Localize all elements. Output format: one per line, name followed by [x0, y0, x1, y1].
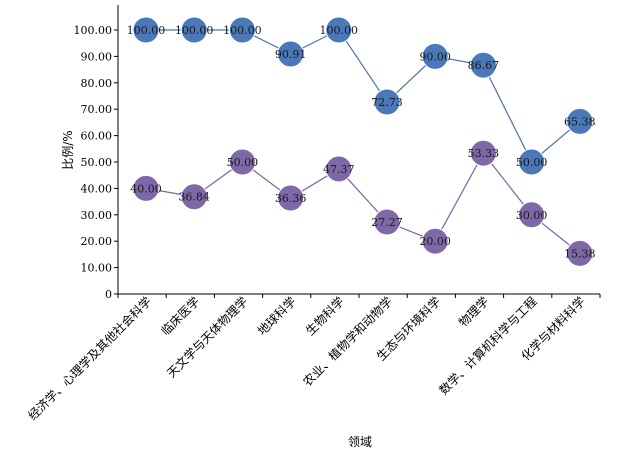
series-1-data-label: 90.00	[419, 50, 451, 63]
series-1-data-label: 100.00	[223, 24, 262, 37]
series-2-data-label: 53.33	[468, 147, 500, 160]
series-2-data-label: 30.00	[516, 209, 548, 222]
series-1-point	[421, 42, 449, 70]
series-1-data-label: 100.00	[320, 24, 359, 37]
series-1-point	[277, 40, 305, 68]
y-tick-label: 40.00	[81, 182, 113, 195]
series-2: 40.00 36.84 50.00 36.36 47.37 27.27 20.00 53.33…	[130, 139, 596, 267]
y-tick-label: 10.00	[81, 262, 113, 275]
series-1-point	[518, 148, 546, 176]
series-group: 100.00 100.00 100.00 90.91 100.00 72.73 90.00 8…	[127, 16, 596, 267]
series-2-point	[469, 139, 497, 167]
x-category-label: 物理学	[455, 294, 491, 330]
series-2-point	[421, 227, 449, 255]
series-1-point	[566, 107, 594, 135]
y-tick-label: 80.00	[81, 77, 113, 90]
x-category-label: 数学、计算机科学与工程	[436, 294, 540, 398]
series-2-point	[566, 239, 594, 267]
y-tick-label: 30.00	[81, 209, 113, 222]
y-tick-label: 70.00	[81, 103, 113, 116]
series-2-data-label: 36.84	[178, 191, 210, 204]
y-tick-label: 60.00	[81, 130, 113, 143]
series-2-data-label: 20.00	[419, 235, 451, 248]
series-2-point	[277, 184, 305, 212]
series-2-line	[145, 152, 581, 254]
x-category-label: 地球科学	[254, 294, 299, 339]
series-2-point	[228, 148, 256, 176]
series-1-data-label: 100.00	[127, 24, 166, 37]
series-1-point	[180, 16, 208, 44]
series-1-point	[325, 16, 353, 44]
x-category-label: 生物科学	[302, 294, 347, 339]
y-axis-title: 比例/%	[61, 130, 75, 169]
series-1: 100.00 100.00 100.00 90.91 100.00 72.73 90.00 8…	[127, 16, 596, 176]
series-1-point	[469, 51, 497, 79]
series-2-data-label: 50.00	[227, 156, 259, 169]
x-axis-title: 领域	[348, 435, 372, 449]
series-1-point	[132, 16, 160, 44]
series-2-point	[132, 174, 160, 202]
y-tick-label: 50.00	[81, 156, 113, 169]
x-category-label: 天文学与天体物理学	[164, 294, 251, 381]
series-2-point	[518, 201, 546, 229]
x-category-label: 临床医学	[158, 294, 203, 339]
x-category-label: 经济学、心理学及其他社会科学	[25, 294, 154, 423]
series-1-data-label: 50.00	[516, 156, 548, 169]
series-2-data-label: 47.37	[323, 163, 355, 176]
series-1-point	[373, 88, 401, 116]
series-2-data-label: 40.00	[130, 182, 162, 195]
series-2-data-label: 15.38	[564, 247, 596, 260]
y-ticks: 0 10.00 20.00 30.00 40.00 50.00 60.00 70.00 80.0…	[74, 24, 118, 301]
series-1-data-label: 72.73	[371, 96, 403, 109]
series-2-point	[180, 183, 208, 211]
series-1-data-label: 86.67	[468, 59, 500, 72]
y-tick-label: 20.00	[81, 235, 113, 248]
series-1-line	[146, 29, 581, 163]
series-2-point	[325, 155, 353, 183]
series-1-data-label: 90.91	[275, 48, 307, 61]
series-1-data-label: 100.00	[175, 24, 214, 37]
series-2-data-label: 27.27	[371, 216, 403, 229]
series-2-data-label: 36.36	[275, 192, 307, 205]
y-tick-label: 100.00	[74, 24, 113, 37]
y-tick-label: 0	[105, 288, 112, 301]
series-1-point	[228, 16, 256, 44]
series-1-data-label: 65.38	[564, 115, 596, 128]
x-category-label: 农业、植物学和动物学	[300, 294, 395, 389]
series-2-point	[373, 208, 401, 236]
y-tick-label: 90.00	[81, 50, 113, 63]
